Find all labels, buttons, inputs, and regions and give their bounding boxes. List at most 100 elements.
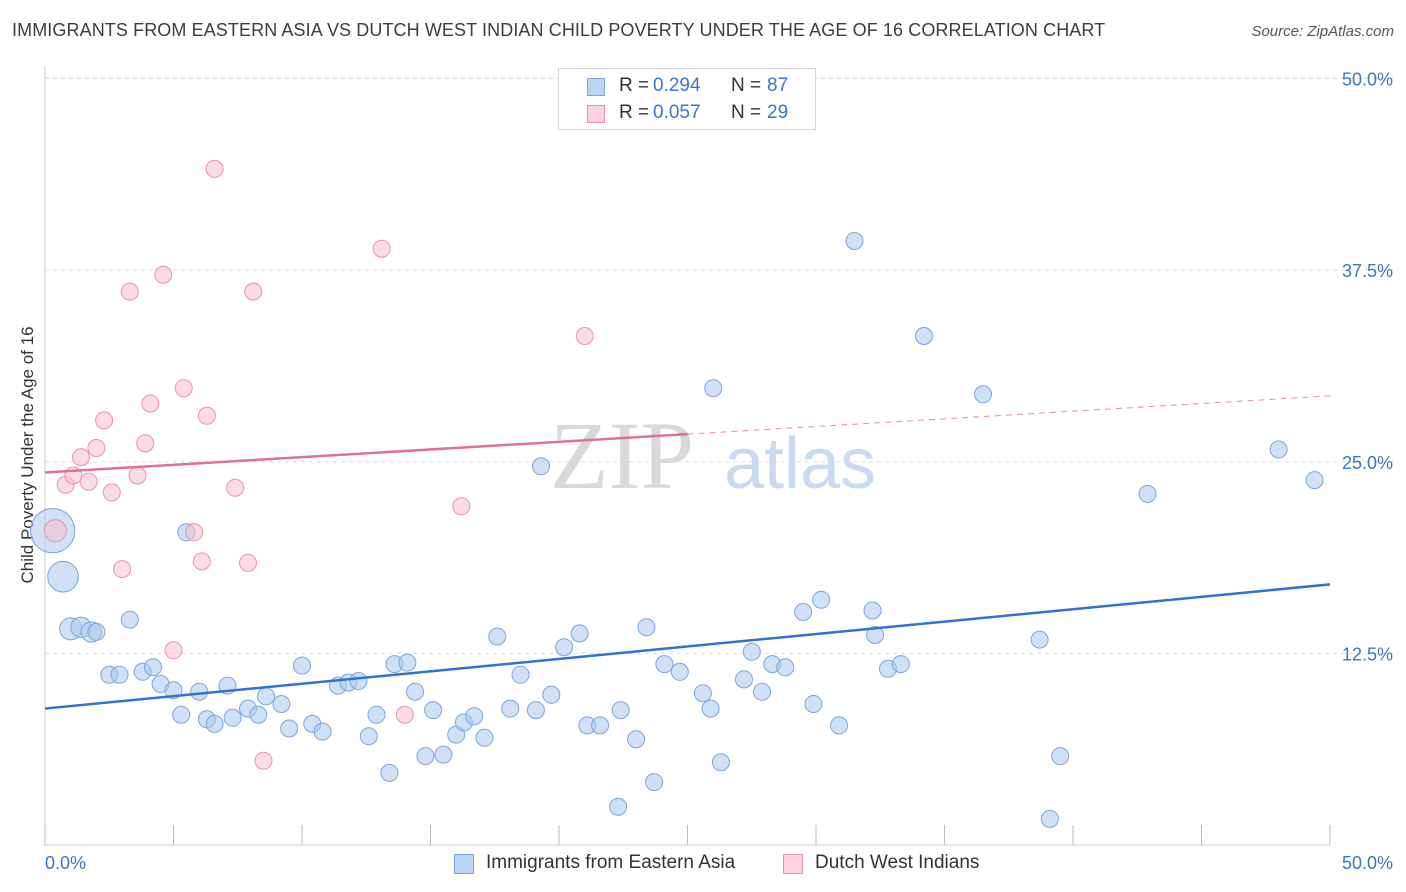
dutch-west-indian-point	[452, 497, 471, 516]
eastern-asia-point	[591, 716, 610, 735]
eastern-asia-point	[526, 701, 545, 720]
dutch-west-indian-point	[174, 379, 193, 398]
eastern-asia-point	[845, 232, 864, 250]
eastern-asia-point	[1040, 809, 1059, 828]
x-tick-label: 50.0%	[1342, 853, 1393, 873]
eastern-asia-point	[172, 705, 191, 724]
eastern-asia-point	[47, 560, 79, 593]
axes	[44, 66, 1331, 846]
dutch-west-indian-point	[43, 519, 67, 543]
bottom-legend-swatch-blue	[454, 854, 474, 874]
eastern-asia-point	[863, 601, 882, 620]
eastern-asia-point	[164, 681, 183, 700]
eastern-asia-point	[830, 716, 849, 735]
eastern-asia-point	[1138, 484, 1157, 503]
eastern-asia-point	[272, 695, 291, 713]
dutch-west-indian-trend-line	[44, 432, 688, 474]
correlation-legend: R = 0.294 N = 87 R = 0.057 N = 29	[558, 68, 816, 130]
eastern-asia-point	[670, 662, 689, 681]
dutch-west-indian-point	[164, 641, 183, 660]
eastern-asia-point	[776, 658, 795, 677]
dutch-west-indian-point	[95, 411, 114, 430]
eastern-asia-point	[891, 655, 910, 674]
bottom-legend-swatch-pink	[783, 854, 803, 874]
eastern-asia-point	[645, 773, 664, 792]
eastern-asia-point	[349, 672, 368, 690]
eastern-asia-point	[794, 603, 813, 621]
legend-n-label: N =	[731, 75, 762, 96]
eastern-asia-point	[1051, 747, 1070, 766]
eastern-asia-point	[914, 327, 933, 345]
data-points	[30, 159, 1324, 828]
eastern-asia-point	[711, 753, 730, 772]
eastern-asia-point	[542, 685, 561, 704]
eastern-asia-point	[190, 682, 209, 701]
eastern-asia-point	[804, 695, 823, 713]
dutch-west-indian-point	[87, 439, 106, 457]
eastern-asia-point	[1305, 471, 1324, 490]
eastern-asia-point	[205, 714, 224, 733]
eastern-asia-point	[609, 797, 628, 816]
eastern-asia-point	[380, 763, 399, 782]
legend-r-label: R =	[619, 75, 650, 96]
watermark-atlas: atlas	[724, 424, 876, 504]
eastern-asia-point	[475, 728, 494, 747]
dutch-west-indian-point	[395, 705, 414, 724]
eastern-asia-point	[465, 707, 484, 726]
eastern-asia-point	[359, 727, 378, 746]
eastern-asia-point	[488, 627, 507, 646]
eastern-asia-point	[974, 385, 992, 404]
eastern-asia-point	[637, 618, 656, 637]
dutch-west-indian-point	[239, 553, 257, 572]
y-tick-label: 37.5%	[1342, 261, 1393, 281]
eastern-asia-point	[570, 624, 589, 643]
legend-r-value: 0.294	[653, 75, 701, 96]
chart-title: IMMIGRANTS FROM EASTERN ASIA VS DUTCH WE…	[12, 20, 1106, 40]
y-tick-label: 25.0%	[1342, 453, 1393, 473]
eastern-asia-point	[753, 682, 771, 701]
eastern-asia-point	[424, 701, 443, 720]
bottom-legend-label: Immigrants from Eastern Asia	[486, 852, 736, 873]
dutch-west-indian-point	[154, 265, 173, 284]
eastern-asia-point	[555, 638, 574, 657]
legend-n-value: 87	[767, 75, 789, 96]
eastern-asia-trend-line	[44, 583, 1331, 710]
eastern-asia-point	[143, 658, 162, 677]
dutch-west-indian-point	[372, 239, 391, 258]
legend-swatch-blue	[587, 78, 605, 96]
eastern-asia-point	[1030, 630, 1049, 649]
dutch-west-indian-point	[185, 523, 204, 542]
eastern-asia-point	[293, 656, 311, 675]
eastern-asia-point	[866, 626, 885, 644]
bottom-legend-label: Dutch West Indians	[815, 852, 980, 873]
eastern-asia-point	[120, 610, 139, 629]
dutch-west-indian-point	[120, 282, 139, 301]
legend-r-label: R =	[619, 102, 650, 123]
eastern-asia-point	[812, 590, 831, 609]
eastern-asia-point	[257, 687, 275, 706]
eastern-asia-point	[611, 701, 630, 720]
eastern-asia-point	[627, 730, 646, 749]
eastern-asia-point	[313, 722, 332, 741]
dutch-west-indian-point	[141, 394, 160, 413]
eastern-asia-point	[249, 705, 268, 724]
tick-labels: 50.0% 37.5% 25.0% 12.5% 0.0% 50.0%	[45, 70, 1393, 874]
dutch-west-indian-point	[136, 434, 155, 453]
dutch-west-indian-point	[113, 560, 132, 579]
y-tick-label: 50.0%	[1342, 70, 1393, 90]
eastern-asia-point	[742, 642, 761, 661]
legend-swatch-pink	[587, 105, 605, 123]
eastern-asia-point	[416, 747, 435, 766]
dutch-west-indian-point	[244, 282, 263, 301]
eastern-asia-point	[1269, 440, 1288, 459]
eastern-asia-point	[367, 705, 386, 724]
legend-n-value: 29	[767, 102, 789, 123]
eastern-asia-point	[406, 682, 425, 701]
eastern-asia-point	[110, 665, 129, 684]
eastern-asia-point	[511, 665, 530, 684]
dutch-west-indian-point	[79, 472, 98, 491]
dutch-west-indian-point	[254, 751, 273, 770]
eastern-asia-point	[735, 670, 753, 689]
dutch-west-indian-point	[192, 552, 211, 571]
